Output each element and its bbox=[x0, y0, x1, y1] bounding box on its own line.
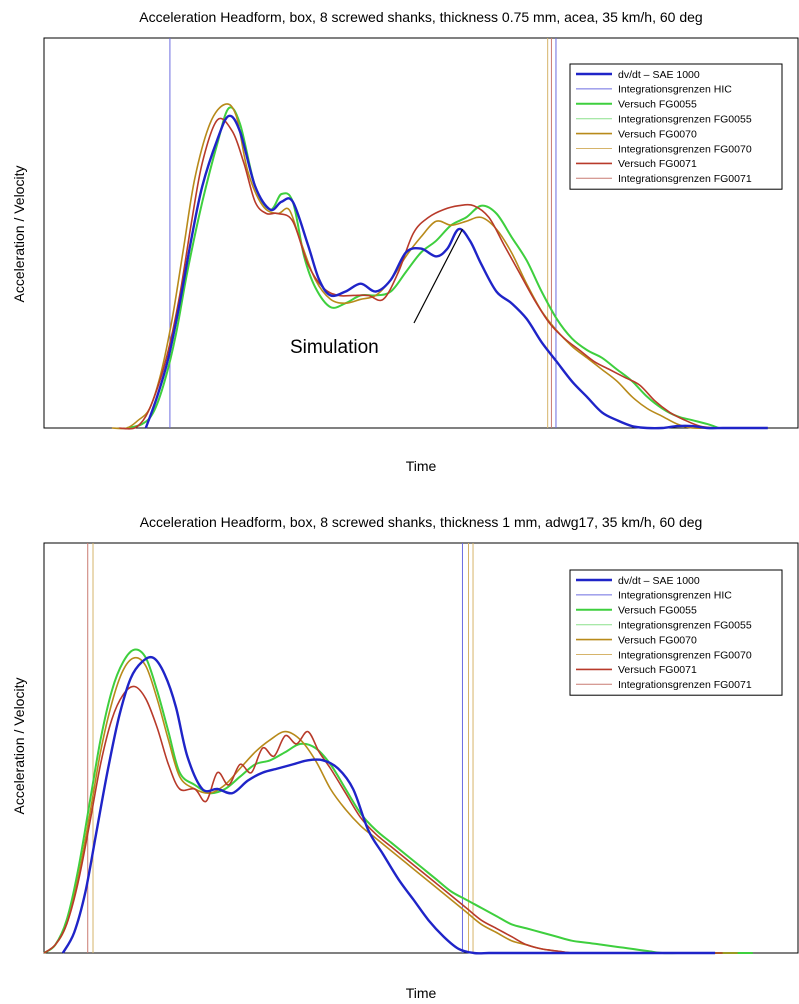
legend-entry: Integrationsgrenzen FG0070 bbox=[618, 649, 752, 661]
legend-entry: Versuch FG0070 bbox=[618, 634, 697, 646]
series-line-versuch-fg0055 bbox=[126, 106, 720, 429]
legend-entry: Versuch FG0055 bbox=[618, 99, 697, 111]
y-axis-label: Acceleration / Velocity bbox=[11, 166, 27, 303]
legend-entry: dv/dt – SAE 1000 bbox=[618, 69, 700, 81]
chart-title: Acceleration Headform, box, 8 screwed sh… bbox=[140, 514, 703, 530]
plot-frame bbox=[43, 542, 799, 954]
legend-entry: Integrationsgrenzen FG0055 bbox=[618, 620, 752, 632]
x-axis-label: Time bbox=[406, 458, 437, 474]
legend-entry: Integrationsgrenzen FG0071 bbox=[618, 679, 752, 691]
legend bbox=[569, 63, 783, 190]
legend-entry: Integrationsgrenzen FG0055 bbox=[618, 114, 752, 126]
legend-entry: Integrationsgrenzen HIC bbox=[618, 84, 732, 96]
plot-frame bbox=[43, 37, 799, 429]
legend-entry: Integrationsgrenzen HIC bbox=[618, 590, 732, 602]
annotation-pointer bbox=[413, 228, 464, 324]
legend-entry: Versuch FG0070 bbox=[618, 128, 697, 140]
series-line-versuch-fg0071 bbox=[119, 117, 716, 430]
chart-title: Acceleration Headform, box, 8 screwed sh… bbox=[139, 9, 702, 25]
series-line-versuch-fg0055 bbox=[43, 648, 753, 955]
legend-entry: Versuch FG0055 bbox=[618, 605, 697, 617]
annotation-label: Simulation bbox=[290, 337, 379, 358]
legend-entry: dv/dt – SAE 1000 bbox=[618, 575, 700, 587]
x-axis-label: Time bbox=[406, 985, 437, 1001]
legend bbox=[569, 569, 783, 696]
legend-entry: Versuch FG0071 bbox=[618, 158, 697, 170]
legend-entry: Integrationsgrenzen FG0071 bbox=[618, 173, 752, 185]
legend-entry: Versuch FG0071 bbox=[618, 664, 697, 676]
series-line-dv-dt-sae-1000 bbox=[61, 655, 716, 955]
series-line-versuch-fg0071 bbox=[43, 685, 723, 954]
chart-bottom: Acceleration Headform, box, 8 screwed sh… bbox=[11, 514, 799, 1001]
legend-entry: Integrationsgrenzen FG0070 bbox=[618, 143, 752, 155]
chart-top: Acceleration Headform, box, 8 screwed sh… bbox=[11, 9, 799, 474]
series-line-dv-dt-sae-1000 bbox=[144, 114, 768, 430]
y-axis-label: Acceleration / Velocity bbox=[11, 678, 27, 815]
